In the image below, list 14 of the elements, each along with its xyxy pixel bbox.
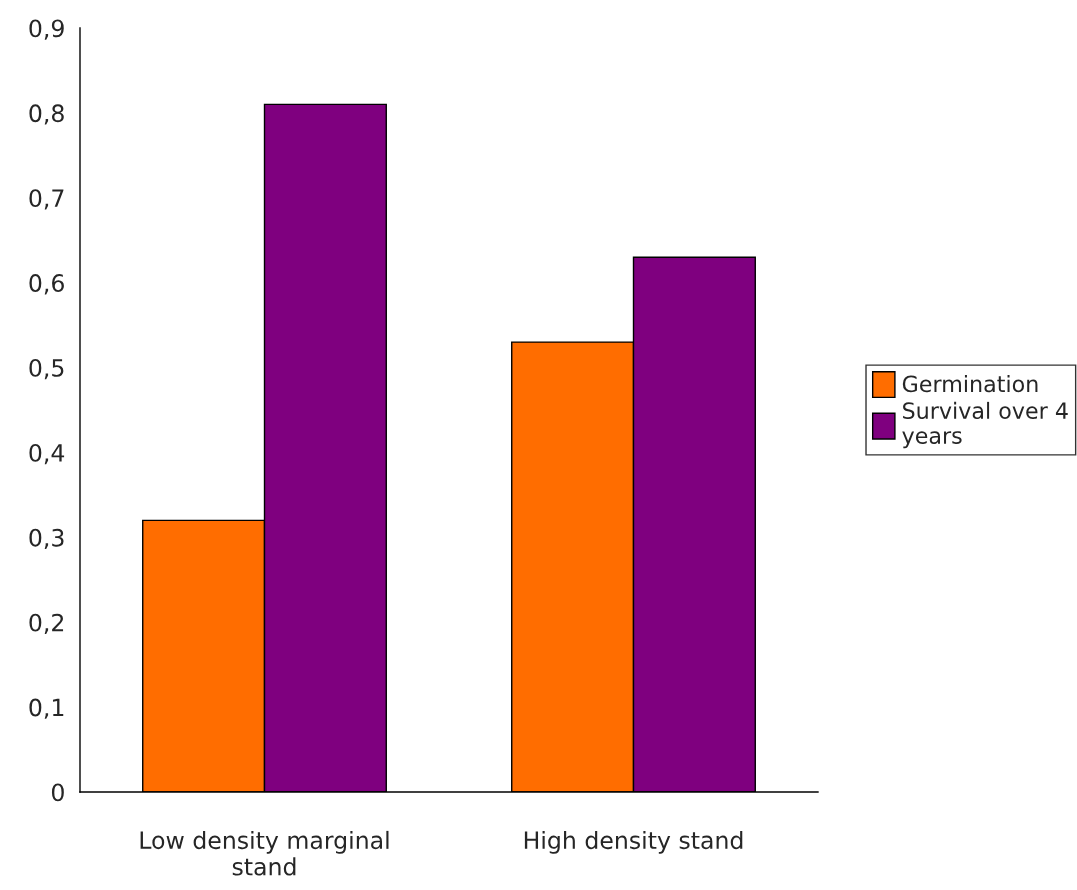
- x-tick-label: Low density marginal stand: [140, 830, 389, 876]
- x-tick-label: High density stand: [524, 830, 743, 854]
- y-tick-label: 0,7: [29, 189, 64, 210]
- legend-label: Survival over 4 years: [902, 401, 1068, 449]
- y-tick-label: 0,5: [29, 359, 64, 380]
- y-tick-label: 0,4: [29, 443, 65, 465]
- y-tick-label: 0: [51, 783, 64, 802]
- y-tick-label: 0,6: [29, 274, 64, 295]
- y-tick-label: 0,9: [29, 19, 64, 40]
- y-tick-label: 0,1: [29, 698, 64, 719]
- y-tick-label: 0,2: [29, 613, 64, 634]
- y-tick-label: 0,3: [29, 528, 64, 550]
- legend-label: Germination: [902, 375, 1038, 393]
- y-tick-label: 0,8: [29, 104, 64, 125]
